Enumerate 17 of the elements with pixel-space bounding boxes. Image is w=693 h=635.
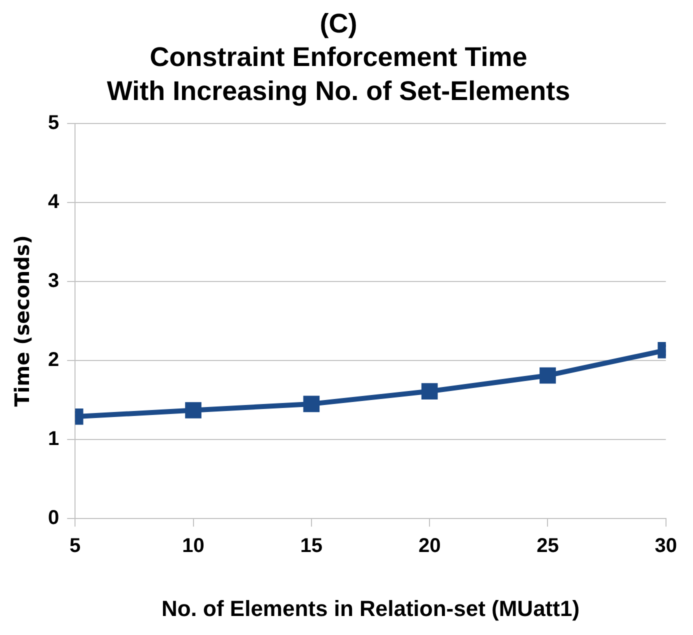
point — [421, 383, 438, 400]
y-tick-label: 3 — [48, 270, 60, 292]
x-tick-label: 30 — [654, 535, 677, 558]
chart-title: (C) Constraint Enforcement Time With Increasing No. of Set-Elements — [106, 8, 570, 106]
point — [303, 396, 320, 412]
x-tick-label: 5 — [70, 535, 81, 558]
x-tick-label: 15 — [300, 535, 323, 558]
x-tick-label: 20 — [418, 535, 441, 558]
x-tick-label: 25 — [536, 535, 559, 558]
y-tick-label: 5 — [48, 112, 60, 134]
x-axis-title: No. of Elements in Relation-set (MUatt1) — [161, 596, 580, 621]
y-tick-label: 2 — [48, 348, 60, 371]
y-tick-label: 1 — [48, 428, 60, 450]
y-tick-label: 0 — [48, 507, 60, 530]
y-axis-title: Time (seconds) — [10, 235, 34, 407]
y-tick-label: 4 — [48, 190, 60, 213]
x-tick-label: 10 — [182, 535, 204, 558]
